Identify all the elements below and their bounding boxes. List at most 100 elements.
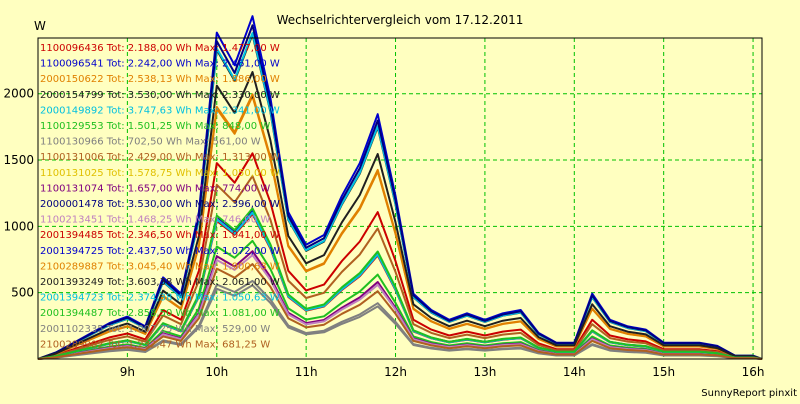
legend-max: Max: 2.461,00 W	[192, 59, 280, 70]
legend-name: 1100131025	[40, 168, 104, 179]
legend-max: Max: 1.886,00 W	[192, 74, 280, 85]
legend-tot: Tot: 2.538,13 Wh	[104, 74, 192, 85]
legend-tot: Tot: 3.045,40 Wh	[104, 261, 192, 272]
legend-name: 2001394723	[40, 293, 104, 304]
series-line-2100289902	[37, 263, 763, 360]
legend-tot: Tot: 2.242,00 Wh	[104, 59, 192, 70]
legend-entry-2000149892: 2000149892 Tot: 3.747,63 Wh Max: 2.341,0…	[40, 105, 280, 116]
x-tick-label: 13h	[473, 365, 496, 379]
x-tick-label: 15h	[652, 365, 675, 379]
legend-entry-1100096436: 1100096436 Tot: 2.188,00 Wh Max: 1.477,0…	[40, 43, 280, 54]
legend-tot: Tot: 2.858,50 Wh	[104, 308, 192, 319]
legend-max: Max: 746,00 W	[192, 215, 271, 226]
y-tick-label: 2000	[3, 87, 34, 101]
x-tick-label: 9h	[120, 365, 135, 379]
legend-max: Max: 1.900,63 W	[192, 261, 280, 272]
y-tick-label: 1000	[3, 219, 34, 233]
legend-tot: Tot: 2.429,00 Wh	[104, 152, 192, 163]
x-tick-label: 16h	[742, 365, 765, 379]
legend-name: 1100213451	[40, 215, 104, 226]
legend-tot: Tot: 1.578,75 Wh	[104, 168, 192, 179]
legend-max: Max: 2.061,00 W	[192, 277, 280, 288]
series-line-2001394487	[37, 207, 763, 360]
legend-tot: Tot: 3.530,00 Wh	[104, 90, 192, 101]
series-line-2100289887	[37, 93, 763, 360]
legend-entry-1100131025: 1100131025 Tot: 1.578,75 Wh Max: 1.050,0…	[40, 168, 280, 179]
legend-tot: Tot: 2.374,38 Wh	[104, 293, 192, 304]
legend-name: 2001102335	[40, 324, 104, 335]
legend-entry-1100129553: 1100129553 Tot: 1.501,25 Wh Max: 848,00 …	[40, 121, 270, 132]
y-tick-label: 500	[11, 286, 34, 300]
legend-entry-2000154799: 2000154799 Tot: 3.530,00 Wh Max: 2.330,0…	[40, 90, 280, 101]
x-tick-label: 12h	[384, 365, 407, 379]
legend-tot: Tot: 2.437,50 Wh	[104, 246, 192, 257]
legend-entry-1100131006: 1100131006 Tot: 2.429,00 Wh Max: 1.313,0…	[40, 152, 280, 163]
legend-tot: Tot: 3.603,38 Wh	[104, 277, 192, 288]
legend-max: Max: 561,00 W	[182, 137, 261, 148]
legend-entry-2001394723: 2001394723 Tot: 2.374,38 Wh Max: 1.050,6…	[40, 293, 280, 304]
legend-name: 1100129553	[40, 121, 104, 132]
legend-name: 2100289887	[40, 261, 104, 272]
legend-max: Max: 529,00 W	[192, 324, 271, 335]
legend-name: 2000154799	[40, 90, 104, 101]
legend-tot: Tot: 1.657,00 Wh	[104, 183, 192, 194]
y-axis-unit: W	[34, 19, 46, 33]
y-axis-ticks: 500 1000 1500 2000	[3, 87, 34, 300]
legend-max: Max: 681,25 W	[192, 339, 271, 350]
legend-name: 1100096436	[40, 43, 104, 54]
legend-name: 1100130966	[40, 137, 104, 148]
x-tick-label: 10h	[205, 365, 228, 379]
series-line-2001393249	[37, 71, 763, 360]
legend-name: 2001394487	[40, 308, 104, 319]
legend-max: Max: 774,00 W	[192, 183, 271, 194]
legend-name: 1100096541	[40, 59, 104, 70]
legend-entry-1100130966: 1100130966 Tot: 702,50 Wh Max: 561,00 W	[40, 137, 261, 148]
legend-max: Max: 1.072,00 W	[192, 246, 280, 257]
legend-tot: Tot: 2.188,00 Wh	[104, 43, 192, 54]
legend-max: Max: 2.330,00 W	[192, 90, 280, 101]
legend-entry-2001394487: 2001394487 Tot: 2.858,50 Wh Max: 1.081,0…	[40, 308, 280, 319]
legend-tot: Tot: 3.530,00 Wh	[104, 199, 192, 210]
legend-max: Max: 848,00 W	[192, 121, 271, 132]
x-tick-label: 14h	[563, 365, 586, 379]
legend-entry-2000001478: 2000001478 Tot: 3.530,00 Wh Max: 2.396,0…	[40, 199, 280, 210]
legend-max: Max: 1.050,63 W	[192, 293, 280, 304]
legend-entry-1100131074: 1100131074 Tot: 1.657,00 Wh Max: 774,00 …	[40, 183, 270, 194]
series-line-1100131006	[37, 175, 763, 360]
legend-name: 2001394485	[40, 230, 104, 241]
legend-name: 2000001478	[40, 199, 104, 210]
legend-max: Max: 1.313,00 W	[192, 152, 280, 163]
legend-entry-2000150622: 2000150622 Tot: 2.538,13 Wh Max: 1.886,0…	[40, 74, 280, 85]
legend-name: 2000150622	[40, 74, 104, 85]
legend: 1100096436 Tot: 2.188,00 Wh Max: 1.477,0…	[40, 43, 280, 350]
series-lines	[37, 15, 763, 360]
legend-entry-2100289902: 2100289902 Tot: 1.232,47 Wh Max: 681,25 …	[40, 339, 270, 350]
legend-name: 2001393249	[40, 277, 104, 288]
legend-tot: Tot: 1.468,25 Wh	[104, 215, 192, 226]
legend-max: Max: 1.081,00 W	[192, 308, 280, 319]
legend-entry-1100213451: 1100213451 Tot: 1.468,25 Wh Max: 746,00 …	[40, 215, 270, 226]
legend-tot: Tot: 1.007,25 Wh	[104, 324, 192, 335]
legend-max: Max: 1.050,00 W	[192, 168, 280, 179]
legend-entry-2001394485: 2001394485 Tot: 2.346,50 Wh Max: 1.041,0…	[40, 230, 280, 241]
legend-tot: Tot: 1.501,25 Wh	[104, 121, 192, 132]
x-axis-ticks: 9h 10h 11h 12h 13h 14h 15h 16h	[120, 365, 765, 379]
legend-max: Max: 1.477,00 W	[192, 43, 280, 54]
legend-tot: Tot: 2.346,50 Wh	[104, 230, 192, 241]
series-line-2000001478	[37, 24, 763, 360]
legend-name: 2100289902	[40, 339, 104, 350]
legend-tot: Tot: 3.747,63 Wh	[104, 105, 192, 116]
legend-name: 1100131006	[40, 152, 104, 163]
legend-tot: Tot: 1.232,47 Wh	[104, 339, 192, 350]
series-line-2001102335	[37, 284, 763, 360]
y-tick-label: 1500	[3, 153, 34, 167]
series-line-1100096436	[37, 152, 763, 360]
legend-entry-2001394725: 2001394725 Tot: 2.437,50 Wh Max: 1.072,0…	[40, 246, 280, 257]
plot-border	[37, 37, 763, 360]
legend-entry-2100289887: 2100289887 Tot: 3.045,40 Wh Max: 1.900,6…	[40, 261, 280, 272]
legend-max: Max: 2.341,00 W	[192, 105, 280, 116]
footer-credit: SunnyReport pinxit	[701, 388, 797, 399]
